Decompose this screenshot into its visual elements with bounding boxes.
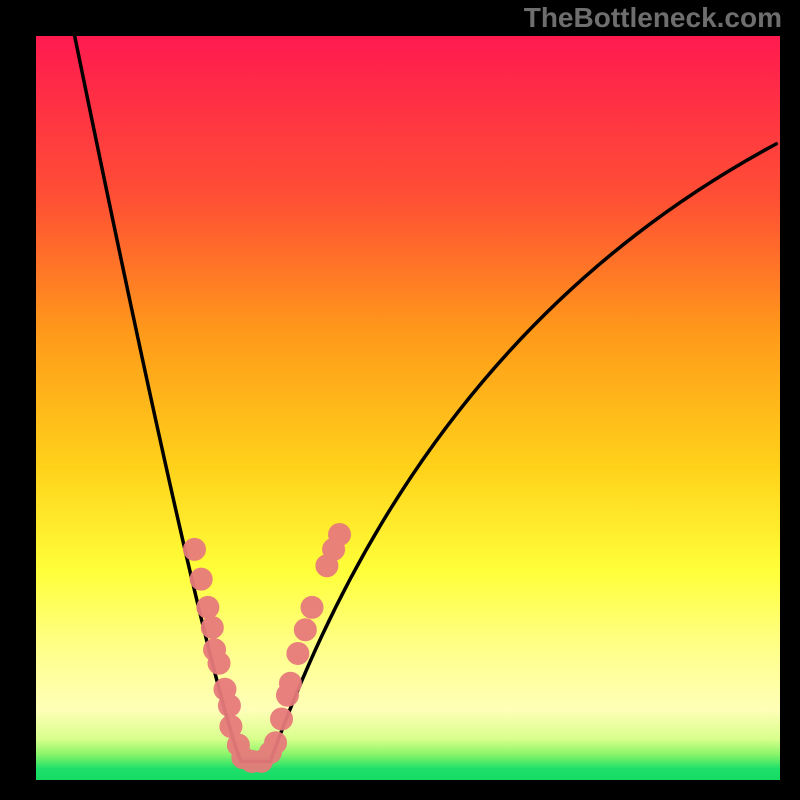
data-point — [271, 708, 293, 730]
data-point — [183, 538, 205, 560]
data-point — [218, 695, 240, 717]
data-point — [294, 619, 316, 641]
data-point — [197, 596, 219, 618]
plot-area — [36, 36, 780, 780]
data-point — [265, 732, 287, 754]
data-point — [287, 643, 309, 665]
watermark-label: TheBottleneck.com — [524, 2, 782, 34]
data-point — [329, 523, 351, 545]
data-point — [190, 568, 212, 590]
figure-container: TheBottleneck.com — [0, 0, 800, 800]
data-point — [201, 616, 223, 638]
data-point — [279, 672, 301, 694]
data-point — [301, 596, 323, 618]
heatmap-background — [36, 36, 780, 780]
data-point — [208, 652, 230, 674]
